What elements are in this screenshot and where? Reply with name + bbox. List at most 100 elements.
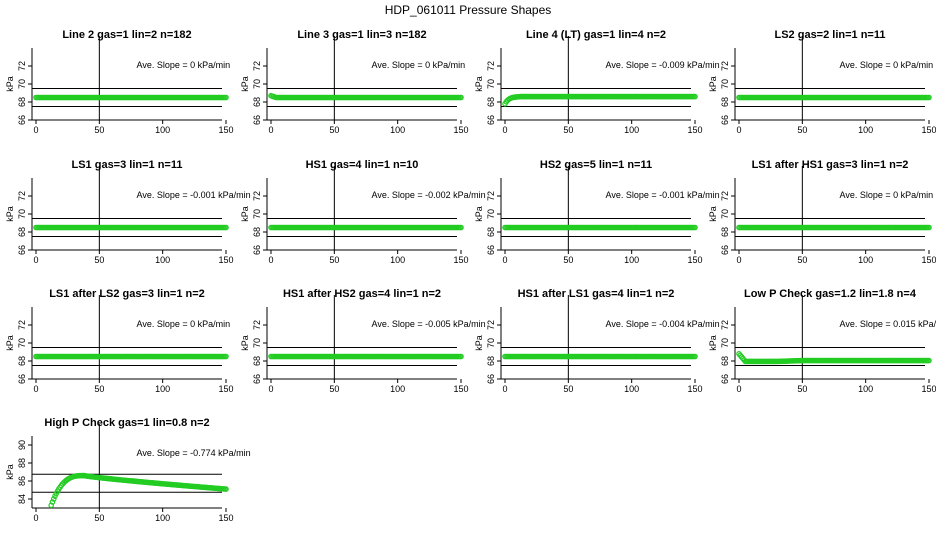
- y-tick-label: 68: [486, 356, 496, 366]
- y-axis-label: kPa: [5, 206, 15, 222]
- x-tick-label: 100: [390, 384, 405, 394]
- slope-annotation: Ave. Slope = 0 kPa/min: [840, 190, 934, 200]
- x-tick-label: 150: [921, 255, 936, 265]
- x-tick-label: 150: [218, 384, 233, 394]
- y-tick-label: 70: [720, 209, 730, 219]
- slope-annotation: Ave. Slope = -0.004 kPa/min: [606, 319, 720, 329]
- x-tick-label: 100: [858, 255, 873, 265]
- y-tick-label: 68: [486, 97, 496, 107]
- y-tick-label: 68: [720, 356, 730, 366]
- panel-12: Low P Check gas=1.2 lin=1.8 n=4 0 50 100 150…: [708, 288, 936, 394]
- y-axis-label: kPa: [708, 335, 718, 351]
- y-tick-label: 70: [17, 79, 27, 89]
- x-tick-label: 50: [797, 125, 807, 135]
- panel-6: HS1 gas=4 lin=1 n=100 50 100 15066687072kPa…: [240, 159, 486, 265]
- x-tick-label: 0: [33, 513, 38, 523]
- data-point: [458, 94, 464, 101]
- data-point: [926, 94, 932, 101]
- panel-title: Line 2 gas=1 lin=2 n=182: [62, 29, 191, 41]
- panel-title: HS1 after HS2 gas=4 lin=1 n=2: [283, 288, 441, 300]
- x-tick-label: 0: [268, 384, 273, 394]
- y-axis-label: kPa: [240, 76, 250, 92]
- slope-annotation: Ave. Slope = 0 kPa/min: [137, 60, 231, 70]
- x-tick-label: 100: [858, 384, 873, 394]
- y-axis-label: kPa: [708, 206, 718, 222]
- y-tick-label: 66: [17, 245, 27, 255]
- y-axis-label: kPa: [5, 335, 15, 351]
- x-tick-label: 50: [94, 384, 104, 394]
- data-point: [458, 224, 464, 231]
- y-tick-label: 70: [17, 209, 27, 219]
- slope-annotation: Ave. Slope = -0.009 kPa/min: [606, 60, 720, 70]
- y-tick-label: 72: [486, 61, 496, 71]
- y-tick-label: 84: [17, 494, 27, 504]
- panel-title: HS1 gas=4 lin=1 n=10: [306, 159, 419, 171]
- y-tick-label: 68: [17, 97, 27, 107]
- panel-title: LS1 after HS1 gas=3 lin=1 n=2: [752, 159, 909, 171]
- x-tick-label: 150: [687, 255, 702, 265]
- panel-5: LS1 gas=3 lin=1 n=110 50 100 15066687072kPa…: [5, 159, 251, 265]
- x-tick-label: 100: [624, 384, 639, 394]
- panel-title: LS1 after LS2 gas=3 lin=1 n=2: [49, 288, 205, 300]
- panel-title: Low P Check gas=1.2 lin=1.8 n=4: [744, 288, 917, 300]
- x-tick-label: 0: [268, 125, 273, 135]
- x-tick-label: 50: [329, 255, 339, 265]
- x-tick-label: 150: [218, 513, 233, 523]
- y-tick-label: 68: [252, 356, 262, 366]
- x-tick-label: 150: [921, 384, 936, 394]
- x-tick-label: 100: [390, 255, 405, 265]
- y-tick-label: 72: [720, 191, 730, 201]
- x-tick-label: 100: [390, 125, 405, 135]
- panel-title: LS1 gas=3 lin=1 n=11: [72, 159, 183, 171]
- main-title: HDP_061011 Pressure Shapes: [385, 3, 552, 17]
- x-tick-label: 0: [33, 384, 38, 394]
- y-tick-label: 66: [486, 115, 496, 125]
- y-tick-label: 68: [252, 227, 262, 237]
- x-tick-label: 50: [797, 384, 807, 394]
- x-tick-label: 50: [563, 255, 573, 265]
- data-point: [692, 353, 698, 360]
- y-axis-label: kPa: [240, 206, 250, 222]
- data-point: [926, 357, 932, 364]
- data-point: [223, 486, 229, 492]
- x-tick-label: 100: [155, 513, 170, 523]
- data-point: [458, 353, 464, 360]
- y-axis-label: kPa: [5, 464, 15, 480]
- x-tick-label: 0: [502, 255, 507, 265]
- y-tick-label: 72: [720, 61, 730, 71]
- y-tick-label: 72: [17, 61, 27, 71]
- y-tick-label: 70: [486, 209, 496, 219]
- x-tick-label: 0: [33, 255, 38, 265]
- y-tick-label: 70: [252, 209, 262, 219]
- slope-annotation: Ave. Slope = 0 kPa/min: [840, 60, 934, 70]
- y-tick-label: 72: [720, 320, 730, 330]
- y-tick-label: 70: [720, 79, 730, 89]
- x-tick-label: 50: [94, 125, 104, 135]
- panel-title: LS2 gas=2 lin=1 n=11: [775, 29, 886, 41]
- x-tick-label: 50: [94, 255, 104, 265]
- y-tick-label: 72: [252, 191, 262, 201]
- x-tick-label: 50: [94, 513, 104, 523]
- y-tick-label: 66: [720, 374, 730, 384]
- y-axis-label: kPa: [708, 76, 718, 92]
- y-tick-label: 88: [17, 458, 27, 468]
- data-point: [223, 94, 229, 101]
- x-tick-label: 0: [33, 125, 38, 135]
- data-point: [50, 496, 57, 502]
- x-tick-label: 0: [736, 255, 741, 265]
- y-tick-label: 66: [252, 245, 262, 255]
- x-tick-label: 100: [155, 125, 170, 135]
- y-tick-label: 68: [720, 227, 730, 237]
- panel-title: High P Check gas=1 lin=0.8 n=2: [44, 417, 209, 429]
- panel-3: Line 4 (LT) gas=1 lin=4 n=2 0 50 100 150 66 68…: [474, 29, 720, 135]
- x-tick-label: 0: [502, 125, 507, 135]
- y-tick-label: 70: [720, 338, 730, 348]
- y-tick-label: 70: [252, 79, 262, 89]
- data-point: [49, 499, 56, 505]
- slope-annotation: Ave. Slope = 0 kPa/min: [137, 319, 231, 329]
- panel-7: HS2 gas=5 lin=1 n=110 50 100 15066687072kPa…: [474, 159, 720, 265]
- x-tick-label: 50: [563, 125, 573, 135]
- y-tick-label: 66: [486, 245, 496, 255]
- y-tick-label: 72: [17, 320, 27, 330]
